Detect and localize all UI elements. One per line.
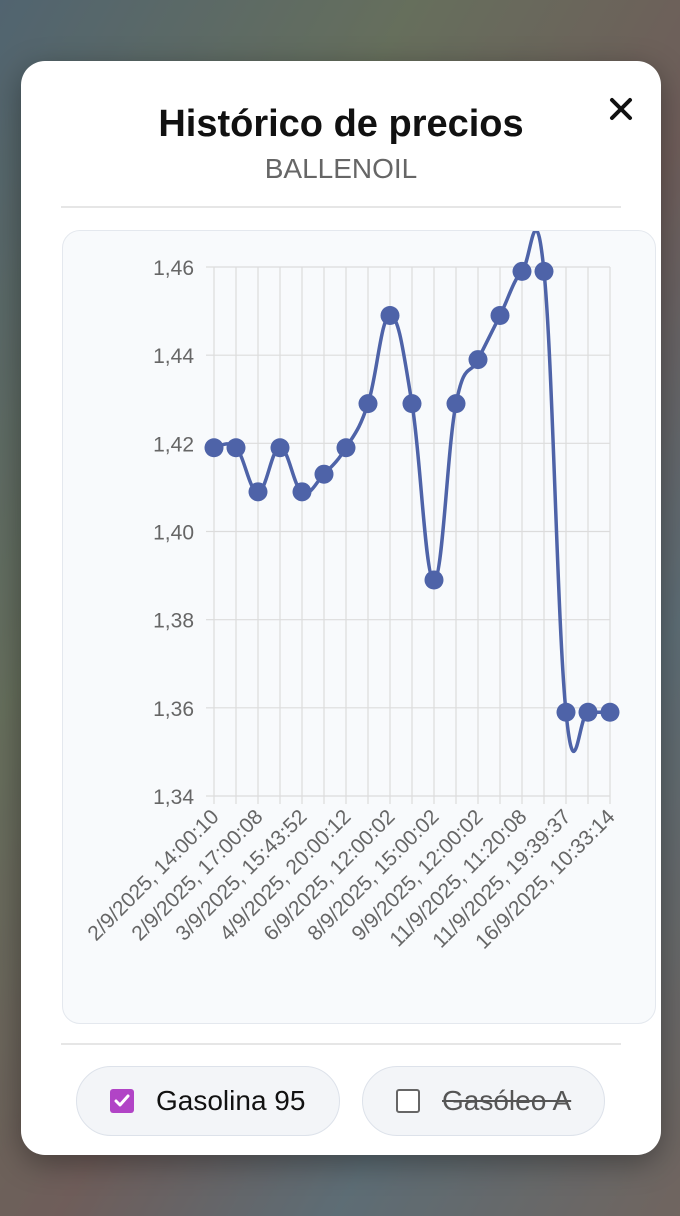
- data-point: [226, 438, 246, 458]
- price-history-modal: Histórico de precios BALLENOIL 1,46 1,44 1…: [21, 61, 661, 1155]
- close-icon: [610, 98, 632, 120]
- data-point: [204, 438, 224, 458]
- y-tick-label: 1,38: [153, 610, 194, 633]
- data-point: [248, 482, 268, 502]
- data-point: [424, 570, 444, 590]
- y-tick-label: 1,44: [153, 345, 194, 368]
- y-tick-label: 1,34: [153, 786, 194, 809]
- legend-divider: [61, 1043, 621, 1045]
- data-point: [402, 394, 422, 414]
- data-point: [446, 394, 466, 414]
- modal-title: Histórico de precios: [158, 103, 524, 145]
- toggle-label: Gasóleo A: [442, 1085, 572, 1116]
- y-tick-label: 1,46: [153, 257, 194, 280]
- data-point: [512, 261, 532, 281]
- data-point: [336, 438, 356, 458]
- toggle-gasoleo-a[interactable]: Gasóleo A: [362, 1066, 605, 1136]
- data-point: [600, 702, 620, 722]
- price-chart: 1,461,441,421,401,381,361,342/9/2025, 14…: [83, 231, 620, 954]
- data-point: [314, 464, 334, 484]
- data-point: [270, 438, 290, 458]
- data-point: [578, 702, 598, 722]
- data-point: [556, 702, 576, 722]
- station-name: BALLENOIL: [264, 153, 418, 184]
- chart-card: 1,46 1,44 1,42 1,40 1,38 1,36 1,34 2/9/2025, 14…: [62, 230, 656, 1024]
- header-divider: [61, 206, 621, 208]
- data-point: [358, 394, 378, 414]
- data-point: [468, 350, 488, 370]
- y-tick-label: 1,42: [153, 433, 194, 456]
- checkbox-unchecked-icon[interactable]: [396, 1089, 420, 1113]
- data-point: [534, 261, 554, 281]
- data-point: [490, 305, 510, 325]
- data-point: [292, 482, 312, 502]
- data-point: [380, 305, 400, 325]
- checkbox-checked-icon[interactable]: [110, 1089, 134, 1113]
- toggle-label: Gasolina 95: [156, 1085, 306, 1116]
- toggle-gasolina-95[interactable]: Gasolina 95: [76, 1066, 340, 1136]
- y-tick-label: 1,36: [153, 698, 194, 721]
- y-tick-label: 1,40: [153, 522, 194, 545]
- close-button[interactable]: [601, 89, 641, 129]
